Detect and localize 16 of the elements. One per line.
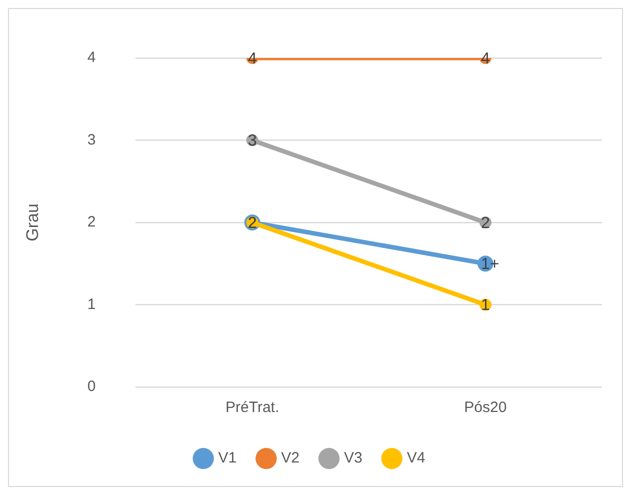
x-tick-label: PréTrat. bbox=[225, 399, 280, 416]
x-tick-label: Pós20 bbox=[464, 399, 507, 416]
y-tick-label: 0 bbox=[87, 378, 96, 396]
data-label: 1 bbox=[480, 297, 490, 314]
legend-label: V4 bbox=[406, 450, 426, 467]
y-axis-title: Grau bbox=[22, 204, 42, 242]
legend-label: V3 bbox=[344, 450, 362, 467]
data-label: 2 bbox=[480, 214, 490, 232]
y-tick-label: 2 bbox=[87, 214, 96, 231]
legend-label: V1 bbox=[218, 450, 237, 467]
y-tick-label: 3 bbox=[87, 131, 96, 148]
y-tick-label: 1 bbox=[87, 296, 96, 313]
data-label: 3 bbox=[248, 132, 257, 150]
legend-label: V2 bbox=[281, 450, 300, 467]
y-tick-label: 4 bbox=[87, 49, 96, 66]
data-label: 2 bbox=[248, 214, 257, 232]
